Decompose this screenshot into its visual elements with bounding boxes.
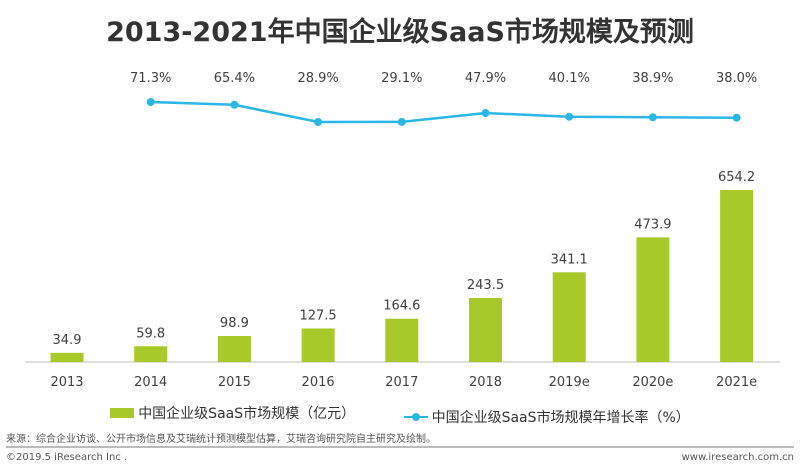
bar-2016	[301, 328, 335, 362]
legend-label-line: 中国企业级SaaS市场规模年增长率（%）	[431, 410, 690, 426]
source-note: 来源：综合企业访谈、公开市场信息及艾瑞统计预测模型估算，艾瑞咨询研究院自主研究及…	[6, 434, 436, 445]
x-tick-2013: 2013	[50, 375, 83, 390]
chart-title: 2013-2021年中国企业级SaaS市场规模及预测	[106, 17, 694, 48]
bar-label-2019e: 341.1	[551, 252, 588, 267]
chart-svg: 34.9 2013 59.8 2014 98.9 2015 127.5 2016 164.6 20…	[25, 71, 780, 390]
x-tick-2014: 2014	[134, 375, 167, 390]
x-tick-2021e: 2021e	[716, 375, 757, 390]
line-point-2021e	[732, 113, 741, 122]
legend-item-bar: 中国企业级SaaS市场规模（亿元）	[110, 403, 355, 423]
line-label-2017: 29.1%	[381, 71, 422, 86]
line-point-2015	[230, 100, 239, 109]
footer-divider	[6, 446, 794, 448]
line-point-2020e	[648, 113, 657, 122]
bar-2020e	[636, 237, 670, 362]
bar-2014	[134, 346, 168, 362]
line-point-2016	[314, 118, 323, 126]
growth-line	[150, 100, 737, 124]
bar-label-2020e: 473.9	[634, 217, 671, 232]
legend-swatch-bar	[110, 408, 135, 418]
x-tick-2017: 2017	[385, 375, 418, 390]
bar-label-2013: 34.9	[53, 333, 82, 348]
line-point-2019e	[565, 112, 574, 121]
legend-label-bar: 中国企业级SaaS市场规模（亿元）	[138, 406, 356, 422]
legend: 中国企业级SaaS市场规模（亿元） 中国企业级SaaS市场规模年增长率（%）	[0, 403, 800, 427]
copyright: ©2019.5 iResearch Inc .	[6, 452, 128, 463]
legend-item-line: 中国企业级SaaS市场规模年增长率（%）	[403, 407, 690, 427]
bar-label-2017: 164.6	[383, 299, 420, 314]
website-link: www.iresearch.com.cn	[681, 452, 794, 463]
line-label-2014: 71.3%	[130, 71, 171, 86]
bar-label-2021e: 654.2	[718, 170, 755, 185]
x-tick-2020e: 2020e	[632, 375, 673, 390]
bar-label-2014: 59.8	[136, 326, 165, 341]
bar-label-2016: 127.5	[299, 308, 336, 323]
line-label-2020e: 38.9%	[632, 71, 673, 86]
x-tick-2019e: 2019e	[549, 375, 590, 390]
line-label-2018: 47.9%	[465, 71, 506, 86]
x-tick-2015: 2015	[218, 375, 251, 390]
x-tick-2016: 2016	[302, 375, 335, 390]
line-label-2016: 28.9%	[297, 71, 338, 86]
line-label-2015: 65.4%	[214, 71, 255, 86]
bar-label-2018: 243.5	[467, 278, 504, 293]
line-point-2014	[146, 98, 155, 106]
line-point-2017	[397, 117, 406, 126]
legend-swatch-line	[403, 413, 428, 421]
bar-2021e	[720, 190, 754, 362]
bar-label-2015: 98.9	[220, 316, 249, 331]
line-label-2019e: 40.1%	[549, 71, 590, 86]
line-label-2021e: 38.0%	[716, 71, 757, 86]
bar-2019e	[552, 272, 586, 362]
x-tick-2018: 2018	[469, 375, 502, 390]
line-point-2018	[481, 109, 490, 118]
bar-2018	[469, 297, 502, 362]
bar-2017	[385, 318, 419, 362]
bar-2013	[50, 352, 84, 362]
bar-2015	[217, 335, 251, 362]
